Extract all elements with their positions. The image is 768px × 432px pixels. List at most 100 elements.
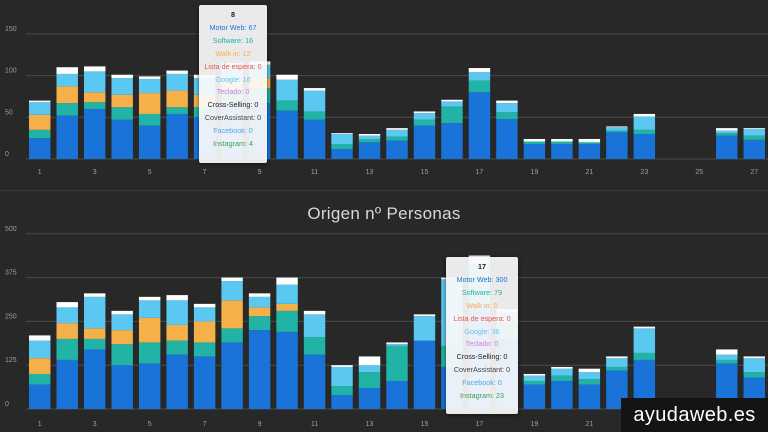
bar-segment	[633, 328, 656, 353]
bar-segment	[56, 86, 78, 104]
tooltip-row: CoverAssistant: 0	[453, 365, 511, 375]
bar-segment	[56, 302, 78, 308]
bar-segment	[578, 372, 601, 380]
bar-segment	[276, 310, 298, 332]
bar-segment	[331, 366, 353, 387]
bar-segment	[523, 143, 546, 159]
bar-segment	[303, 354, 326, 409]
bar-segment	[303, 111, 326, 120]
bar-segment	[83, 338, 106, 350]
bar-segment	[331, 386, 353, 395]
bar-segment	[221, 281, 243, 301]
x-tick-label: 17	[476, 169, 484, 176]
bar-segment	[276, 79, 298, 101]
tooltip-title: 8	[231, 10, 235, 19]
bar-segment	[633, 116, 656, 130]
bar-segment	[358, 142, 381, 159]
bar-segment	[331, 394, 353, 409]
bar-segment	[193, 321, 216, 343]
bar-segment	[166, 295, 188, 301]
bar-segment	[606, 132, 628, 159]
x-tick-label: 5	[148, 169, 152, 176]
y-tick-label: 375	[5, 270, 17, 277]
bar-segment	[83, 66, 106, 72]
x-tick-label: 3	[93, 421, 97, 428]
tooltip-title: 17	[478, 262, 486, 271]
bar-segment	[276, 100, 298, 111]
x-tick-label: 15	[421, 421, 429, 428]
bar-segment	[111, 119, 133, 159]
tooltip-row: Teclado: 0	[465, 339, 499, 349]
y-tick-label: 500	[5, 226, 17, 233]
bar-segment	[111, 78, 133, 95]
tooltip-row: Motor Web: 67	[209, 22, 257, 32]
bar-segment	[166, 340, 188, 355]
bar-segment	[578, 379, 601, 385]
tooltip-row: Lista de espera: 0	[204, 61, 262, 71]
bar-segment	[578, 368, 601, 373]
watermark-logo: ayudaweb.es	[621, 398, 768, 432]
bar-segment	[358, 133, 381, 136]
bar-segment	[83, 328, 106, 339]
bar-segment	[331, 143, 353, 149]
x-tick-label: 27	[750, 169, 758, 176]
bar-segment	[303, 314, 326, 338]
bar-segment	[331, 365, 353, 367]
bar-segment	[413, 340, 436, 409]
bar-segment	[193, 303, 216, 308]
bar-segment	[413, 111, 436, 114]
y-tick-label: 125	[5, 357, 17, 364]
tooltip-row: CoverAssistant: 0	[204, 113, 262, 123]
bar-segment	[358, 365, 381, 373]
bar-segment	[331, 148, 353, 159]
bar-segment	[413, 125, 436, 159]
bar-segment	[29, 129, 51, 139]
tooltip-day-17: 17 Motor Web: 300 Software: 79 Walk in: 0 L…	[446, 257, 518, 414]
bar-segment	[276, 277, 298, 285]
bar-segment	[386, 345, 408, 381]
tooltip-row: Google: 16	[215, 74, 251, 84]
x-tick-label: 15	[421, 169, 429, 176]
bar-segment	[468, 80, 491, 93]
bar-segment	[83, 108, 106, 159]
x-tick-label: 7	[203, 421, 207, 428]
bar-segment	[111, 74, 133, 79]
bar-segment	[248, 316, 271, 331]
bar-segment	[413, 314, 436, 317]
bar-segment	[29, 384, 51, 409]
bar-segment	[716, 128, 738, 131]
bar-segment	[496, 112, 518, 119]
bar-segment	[743, 128, 765, 136]
bar-segment	[441, 106, 463, 124]
bar-segment	[551, 138, 573, 142]
bar-segment	[386, 342, 408, 345]
bar-segment	[56, 359, 78, 409]
x-tick-label: 9	[258, 169, 262, 176]
bar-segment	[166, 90, 188, 108]
x-tick-label: 11	[311, 421, 318, 428]
bar-segment	[331, 133, 353, 134]
bar-segment	[29, 100, 51, 103]
bar-segment	[138, 113, 161, 126]
x-tick-label: 7	[203, 169, 207, 176]
bar-segment	[358, 387, 381, 409]
bar-segment	[303, 310, 326, 315]
bar-segment	[276, 331, 298, 409]
bar-segment	[413, 113, 436, 120]
tooltip-row: Instagram: 23	[460, 391, 504, 401]
bar-segment	[716, 349, 738, 355]
bar-segment	[111, 94, 133, 108]
bar-segment	[29, 138, 51, 159]
bar-segment	[633, 352, 656, 360]
bar-segment	[523, 138, 546, 142]
bar-segment	[303, 88, 326, 91]
bar-segment	[166, 354, 188, 409]
bar-segment	[496, 100, 518, 104]
bar-segment	[303, 119, 326, 159]
bar-segment	[551, 375, 573, 381]
tooltip-row: Motor Web: 300	[456, 274, 508, 284]
bar-segment	[166, 113, 188, 159]
bar-segment	[303, 90, 326, 112]
bar-segment	[303, 337, 326, 355]
